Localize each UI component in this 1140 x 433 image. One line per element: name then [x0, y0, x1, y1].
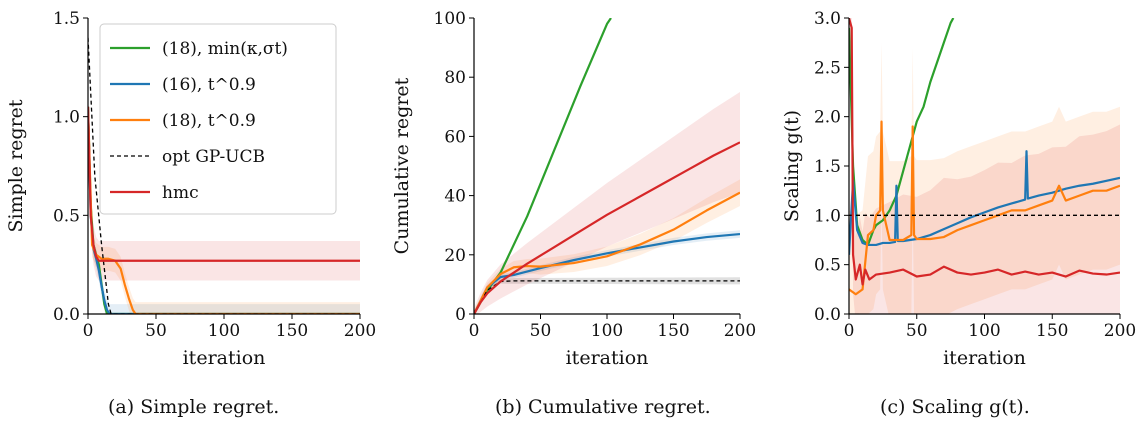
legend-label: hmc	[162, 183, 199, 203]
x-tick-label: 150	[276, 321, 308, 341]
y-tick-label: 0.0	[814, 305, 841, 325]
legend-box	[99, 23, 337, 215]
caption-c: (c) Scaling g(t).	[880, 396, 1030, 418]
caption-a: (a) Simple regret.	[108, 396, 280, 418]
y-tick-label: 0.5	[53, 206, 80, 226]
panel-2: 0 50 100 150 200 0.0 0.5 1.0 1.5 2.0 2.5 3.0 iterati…	[781, 9, 1136, 369]
x-tick-label: 100	[208, 321, 240, 341]
legend-label: (18), min(κ,σt)	[162, 39, 288, 59]
x-tick-label: 150	[1036, 321, 1068, 341]
series-line-orange	[849, 120, 1120, 296]
y-tick-label: 100	[434, 9, 466, 29]
y-tick-label: 0.5	[814, 256, 841, 276]
x-tick-label: 200	[724, 321, 756, 341]
y-tick-label: 0	[455, 305, 466, 325]
series-line-blue	[474, 232, 740, 314]
legend: (18), min(κ,σt) (16), t^0.9 (18), t^0.9 opt…	[99, 23, 337, 215]
series-line-blue	[849, 150, 1120, 255]
y-tick-label: 3.0	[814, 9, 841, 29]
x-tick-label: 100	[591, 321, 623, 341]
legend-label: opt GP-UCB	[162, 147, 265, 167]
caption-b: (b) Cumulative regret.	[495, 396, 711, 418]
y-tick-label: 1.5	[53, 9, 80, 29]
x-tick-label: 0	[844, 321, 855, 341]
y-axis-label: Scaling g(t)	[781, 110, 803, 222]
y-tick-label: 2.5	[814, 58, 841, 78]
series-line-red	[88, 106, 360, 262]
y-tick-label: 20	[444, 246, 466, 266]
y-axis-label: Simple regret	[5, 99, 27, 232]
plot-area	[88, 37, 360, 314]
series-line-orange	[474, 191, 740, 314]
y-tick-label: 2.0	[814, 108, 841, 128]
y-tick-label: 40	[444, 187, 466, 207]
x-axis-label: iteration	[183, 347, 266, 369]
x-tick-label: 100	[968, 321, 1000, 341]
plot-area	[474, 18, 740, 314]
series-line-red	[474, 141, 740, 314]
y-tick-label: 0.0	[53, 305, 80, 325]
plot-area	[849, 18, 1120, 314]
series-line-green	[474, 18, 612, 314]
y-axis-label: Cumulative regret	[391, 77, 413, 254]
x-axis-label: iteration	[566, 347, 649, 369]
panel-1: 0 50 100 150 200 0 20 40 60 80 100 iteration Cumulat…	[391, 9, 756, 369]
series-line-red	[849, 18, 1120, 286]
y-tick-label: 1.0	[814, 206, 841, 226]
band-orange	[474, 179, 740, 314]
y-tick-label: 1.0	[53, 108, 80, 128]
x-axis-label: iteration	[943, 347, 1026, 369]
x-tick-label: 0	[469, 321, 480, 341]
y-tick-label: 80	[444, 68, 466, 88]
x-tick-label: 50	[906, 321, 928, 341]
band-red	[474, 92, 740, 314]
series-line-black	[88, 37, 360, 314]
y-tick-label: 60	[444, 127, 466, 147]
band-orange	[849, 42, 1120, 314]
x-tick-label: 50	[530, 321, 552, 341]
x-tick-label: 50	[145, 321, 167, 341]
x-tick-label: 150	[657, 321, 689, 341]
y-tick-label: 1.5	[814, 157, 841, 177]
x-tick-label: 200	[344, 321, 376, 341]
x-tick-label: 0	[83, 321, 94, 341]
legend-label: (18), t^0.9	[162, 111, 256, 131]
panel-0: 0 50 100 150 200 0.0 0.5 1.0 1.5 iteration Simple …	[5, 9, 376, 369]
x-tick-label: 200	[1104, 321, 1136, 341]
legend-label: (16), t^0.9	[162, 75, 256, 95]
